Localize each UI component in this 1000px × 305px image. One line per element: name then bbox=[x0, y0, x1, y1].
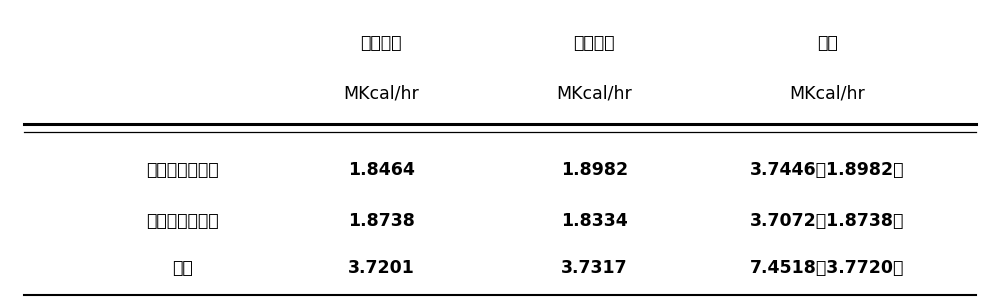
Text: 3.7072（1.8738）: 3.7072（1.8738） bbox=[750, 212, 904, 230]
Text: 1.8334: 1.8334 bbox=[561, 212, 628, 230]
Text: 3.7446（1.8982）: 3.7446（1.8982） bbox=[750, 161, 904, 179]
Text: 1.8738: 1.8738 bbox=[348, 212, 414, 230]
Text: 常压隔壁精馏塔: 常压隔壁精馏塔 bbox=[146, 161, 219, 179]
Text: 加热负荷: 加热负荷 bbox=[573, 34, 615, 52]
Text: 7.4518（3.7720）: 7.4518（3.7720） bbox=[750, 259, 904, 277]
Text: 3.7201: 3.7201 bbox=[348, 259, 414, 277]
Text: 1.8982: 1.8982 bbox=[561, 161, 628, 179]
Text: MKcal/hr: MKcal/hr bbox=[343, 84, 419, 102]
Text: 1.8464: 1.8464 bbox=[348, 161, 414, 179]
Text: 低压隔壁精馏塔: 低压隔壁精馏塔 bbox=[146, 212, 219, 230]
Text: 冷却负荷: 冷却负荷 bbox=[360, 34, 402, 52]
Text: 合计: 合计 bbox=[172, 259, 193, 277]
Text: MKcal/hr: MKcal/hr bbox=[789, 84, 865, 102]
Text: 3.7317: 3.7317 bbox=[561, 259, 628, 277]
Text: MKcal/hr: MKcal/hr bbox=[556, 84, 632, 102]
Text: 合计: 合计 bbox=[817, 34, 838, 52]
